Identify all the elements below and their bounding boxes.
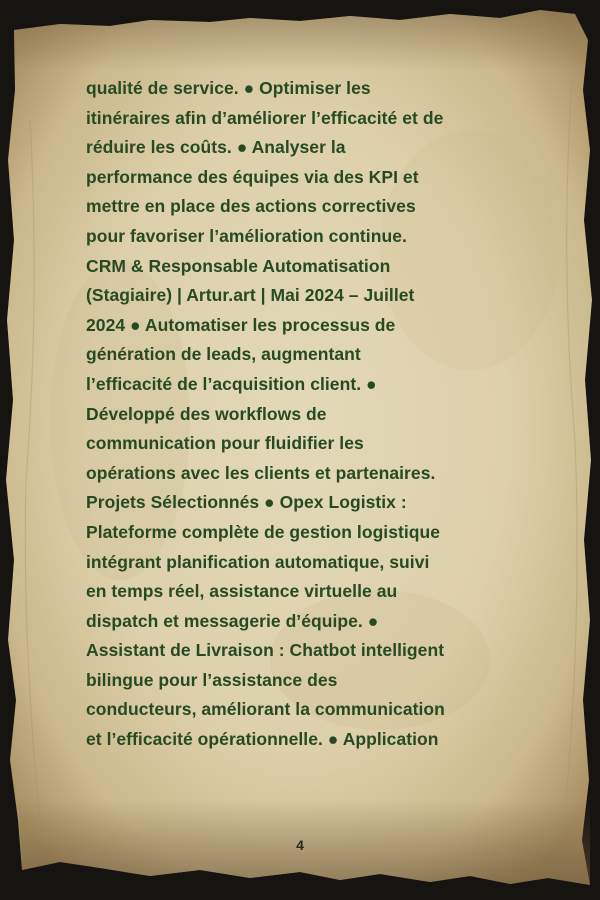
text-line: l’efficacité de l’acquisition client. ● <box>86 373 377 394</box>
text-line: mettre en place des actions correctives <box>86 196 416 217</box>
text-line: itinéraires afin d’améliorer l’efficacit… <box>86 107 444 128</box>
text-line: bilingue pour l’assistance des <box>86 669 338 690</box>
text-line: Développé des workflows de <box>86 403 327 424</box>
text-line: Plateforme complète de gestion logistiqu… <box>86 521 441 542</box>
text-line: réduire les coûts. ● Analyser la <box>86 137 346 158</box>
text-line: (Stagiaire) | Artur.art | Mai 2024 – Jui… <box>86 285 415 306</box>
text-line: performance des équipes via des KPI et <box>86 166 419 187</box>
text-line: et l’efficacité opérationnelle. ● Applic… <box>86 729 439 750</box>
page-number: 4 <box>296 837 304 853</box>
text-line: pour favoriser l’amélioration continue. <box>86 225 407 246</box>
text-line: CRM & Responsable Automatisation <box>86 255 391 276</box>
text-line: qualité de service. ● Optimiser les <box>86 78 371 98</box>
text-line: opérations avec les clients et partenair… <box>86 462 436 483</box>
text-line: 2024 ● Automatiser les processus de <box>86 314 396 335</box>
text-line: Projets Sélectionnés ● Opex Logistix : <box>86 492 407 513</box>
text-line: en temps réel, assistance virtuelle au <box>86 581 398 602</box>
text-line: génération de leads, augmentant <box>86 344 361 365</box>
text-line: intégrant planification automatique, sui… <box>86 551 430 572</box>
text-line: conducteurs, améliorant la communication <box>86 699 445 720</box>
body-text: qualité de service. ● Optimiser les itin… <box>86 74 506 755</box>
text-line: dispatch et messagerie d’équipe. ● <box>86 610 379 631</box>
text-line: communication pour fluidifier les <box>86 433 364 454</box>
text-line: Assistant de Livraison : Chatbot intelli… <box>86 640 445 661</box>
